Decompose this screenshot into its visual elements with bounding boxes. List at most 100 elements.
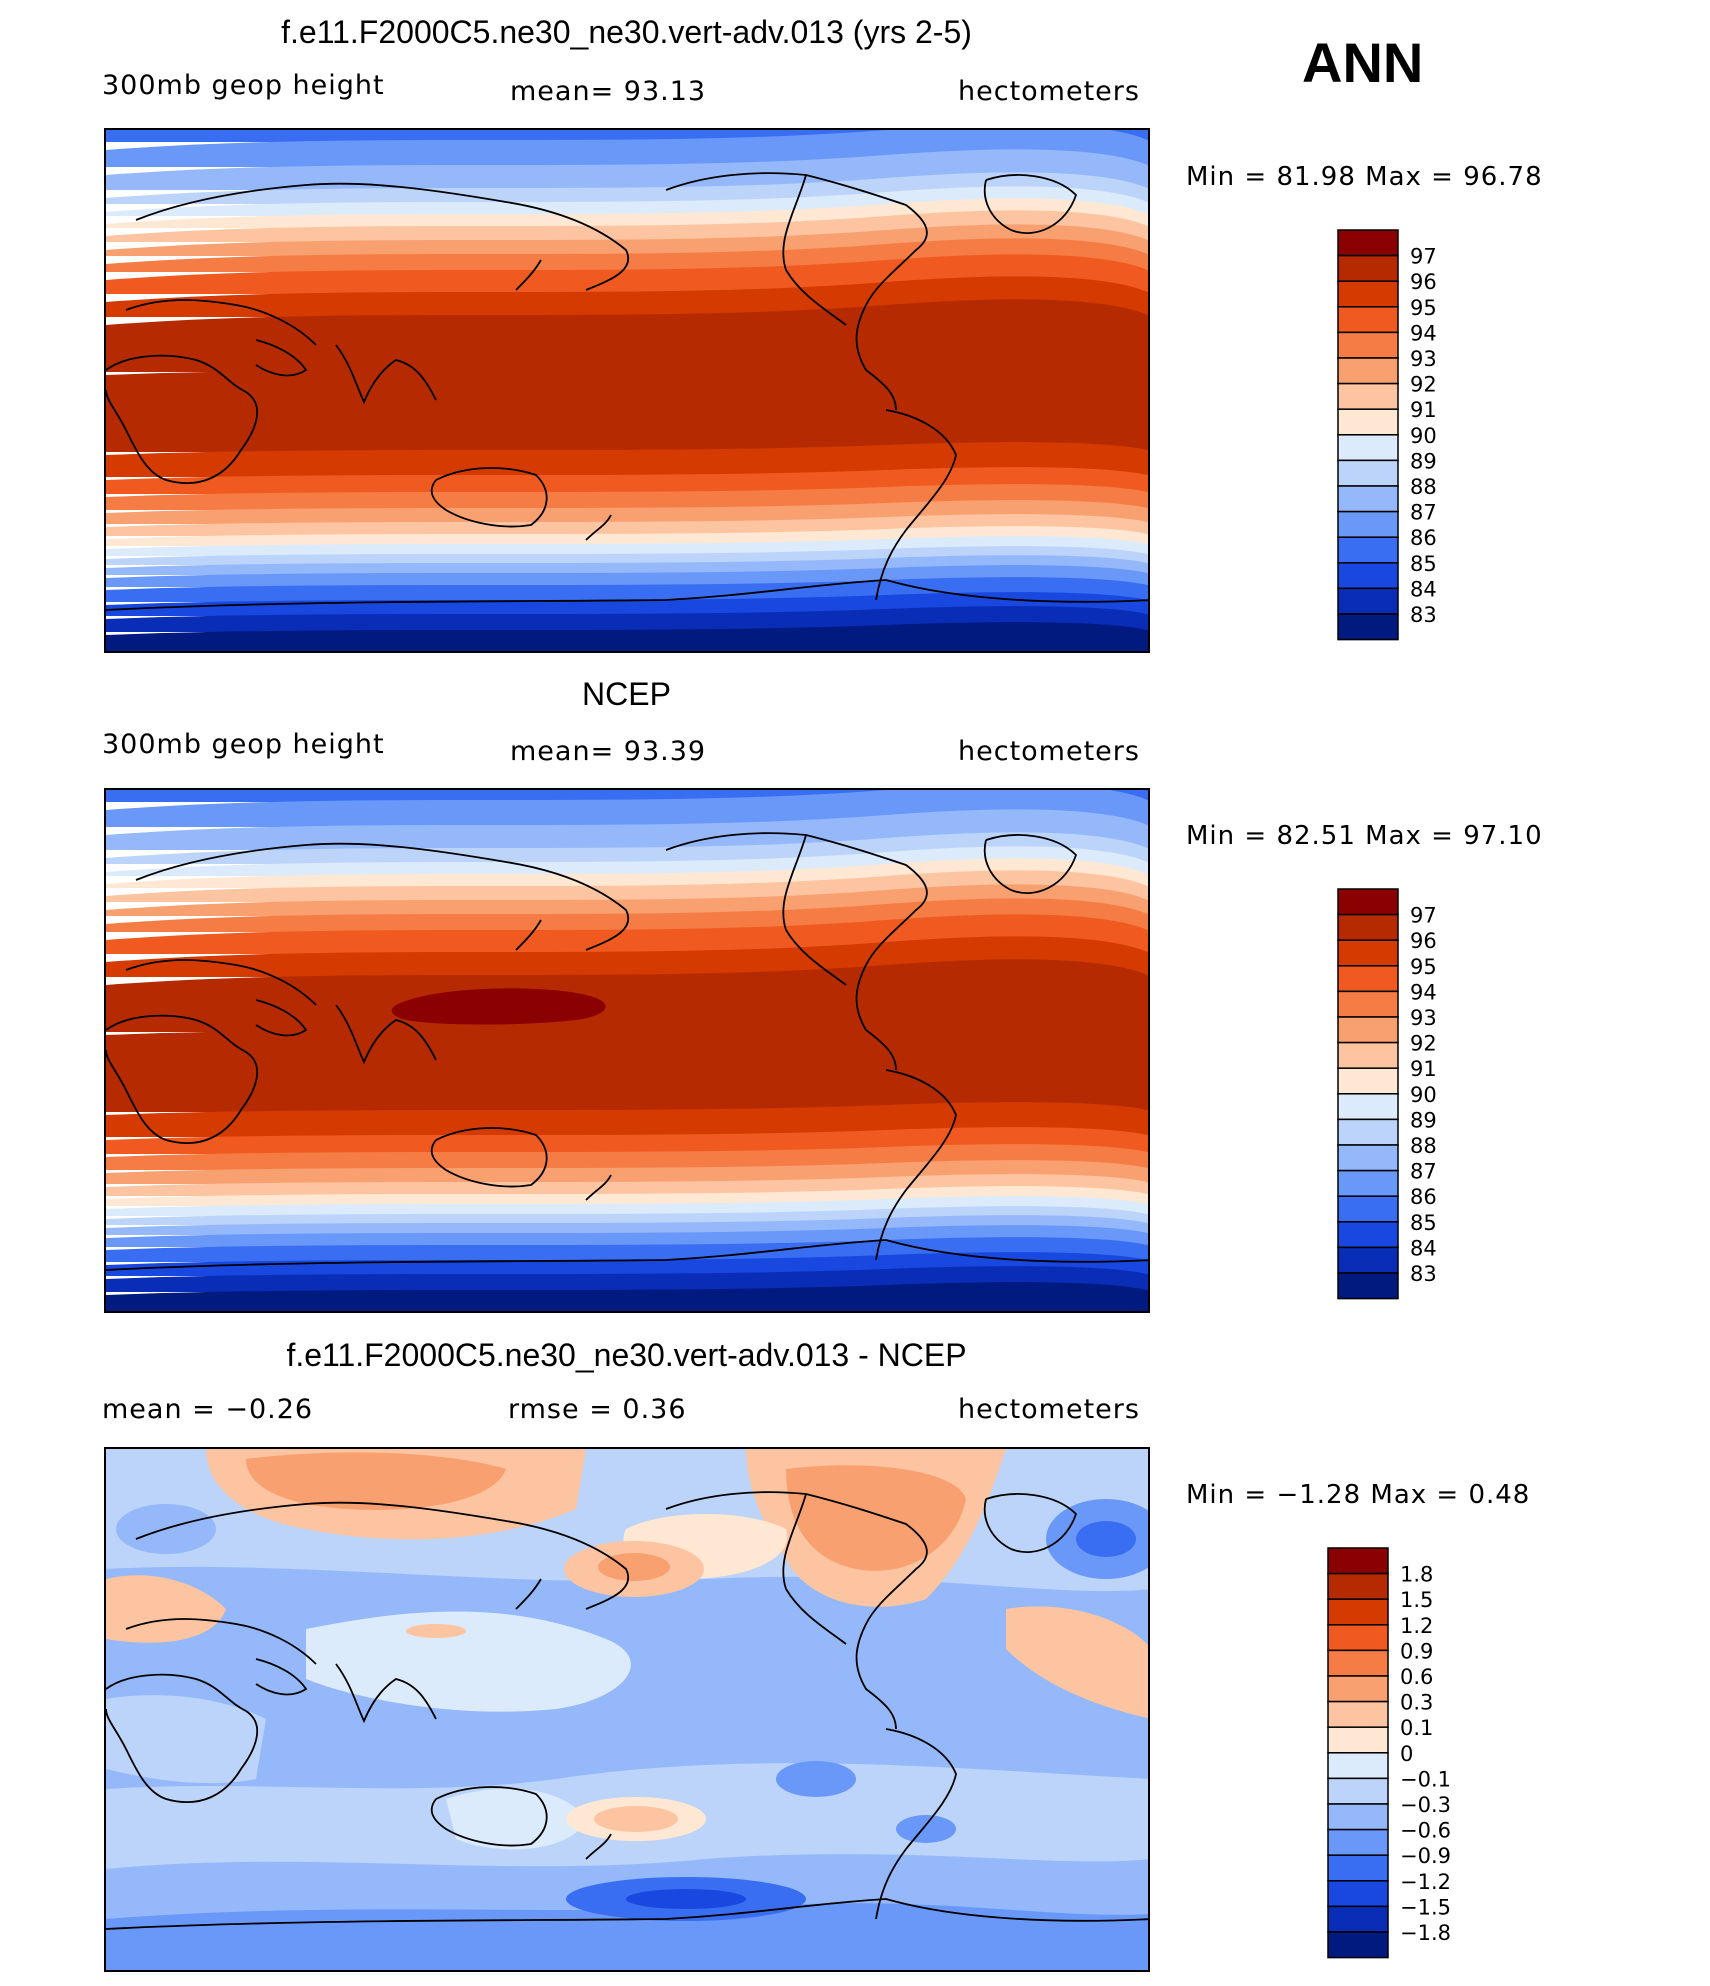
colorbar-difference: 1.8 1.5 1.2 0.9 0.6 0.3 0.1 0 −0.1 −0.3 −0.6 −0.9 −1… [1326, 1547, 1496, 1966]
colorbar-label: 0.1 [1400, 1716, 1433, 1740]
colorbar-swatch [1327, 1726, 1389, 1754]
colorbar-label: 1.8 [1400, 1563, 1433, 1587]
colorbar-swatch [1327, 1700, 1389, 1728]
colorbar-swatch [1327, 1572, 1389, 1600]
colorbar-label: 87 [1410, 501, 1437, 525]
map-difference [104, 1447, 1150, 1972]
colorbar-label: 83 [1410, 1262, 1437, 1286]
panel-minmax-label: Min = 82.51 Max = 97.10 [1186, 821, 1543, 851]
colorbar-swatch [1337, 613, 1399, 641]
colorbar-swatch [1337, 1041, 1399, 1069]
colorbar-label: 91 [1410, 1057, 1437, 1081]
colorbar-swatch [1337, 1195, 1399, 1223]
colorbar-swatch [1327, 1931, 1389, 1959]
contour-difference [106, 1449, 1148, 1970]
colorbar-swatch [1327, 1803, 1389, 1831]
colorbar-label: 97 [1410, 245, 1437, 269]
colorbar-label: 94 [1410, 980, 1437, 1004]
colorbar-swatch [1337, 939, 1399, 967]
colorbar-label: 0.9 [1400, 1639, 1433, 1663]
colorbar-swatch [1327, 1598, 1389, 1626]
colorbar-label: −1.8 [1400, 1921, 1451, 1945]
panel-rmse-label: rmse = 0.36 [508, 1394, 687, 1425]
colorbar-swatch [1337, 1067, 1399, 1095]
colorbar-label: 89 [1410, 449, 1437, 473]
colorbar-swatch [1337, 408, 1399, 436]
colorbar-label: −0.1 [1400, 1767, 1451, 1791]
colorbar-swatch [1327, 1905, 1389, 1933]
colorbar-swatch [1327, 1624, 1389, 1652]
colorbar-label: 88 [1410, 475, 1437, 499]
colorbar-swatch [1337, 536, 1399, 564]
colorbar-swatch [1337, 990, 1399, 1018]
colorbar-label: 96 [1410, 929, 1437, 953]
panel-minmax-label: Min = −1.28 Max = 0.48 [1186, 1480, 1531, 1510]
colorbar-swatch [1337, 1016, 1399, 1044]
colorbar-model: 97 96 95 94 93 92 91 90 89 88 87 86 85 84 83 [1336, 229, 1496, 648]
colorbar-label: 90 [1410, 424, 1437, 448]
panel-mean-label: mean= 93.39 [510, 736, 707, 767]
panel-units-label: hectometers [958, 1394, 1140, 1425]
panel-mean-label: mean= 93.13 [510, 76, 707, 107]
colorbar-label: −0.6 [1400, 1819, 1451, 1843]
colorbar-swatch [1327, 1854, 1389, 1882]
colorbar-swatch [1337, 1093, 1399, 1121]
colorbar-swatch [1337, 888, 1399, 916]
map-ncep [104, 788, 1150, 1313]
colorbar-label: 93 [1410, 1006, 1437, 1030]
colorbar-swatch [1327, 1547, 1389, 1575]
colorbar-label: −0.3 [1400, 1793, 1451, 1817]
colorbar-label: 0.3 [1400, 1691, 1433, 1715]
colorbar-swatch [1337, 562, 1399, 590]
colorbar-swatch [1337, 485, 1399, 513]
panel-variable-label: 300mb geop height [102, 729, 385, 760]
colorbar-label: 95 [1410, 296, 1437, 320]
colorbar-label: 90 [1410, 1083, 1437, 1107]
colorbar-swatch [1337, 1272, 1399, 1300]
colorbar-swatch [1337, 306, 1399, 334]
colorbar-label: 0 [1400, 1742, 1413, 1766]
colorbar-label: −1.2 [1400, 1870, 1451, 1894]
colorbar-swatch [1337, 965, 1399, 993]
contour-field [106, 130, 1148, 651]
colorbar-ncep: 97 96 95 94 93 92 91 90 89 88 87 86 85 84 83 [1336, 888, 1496, 1307]
colorbar-swatch [1337, 280, 1399, 308]
colorbar-swatch [1327, 1777, 1389, 1805]
colorbar-swatch [1337, 913, 1399, 941]
colorbar-swatch [1337, 459, 1399, 487]
colorbar-swatch [1337, 1118, 1399, 1146]
colorbar-swatch [1327, 1675, 1389, 1703]
colorbar-label: 93 [1410, 347, 1437, 371]
colorbar-label: 84 [1410, 1236, 1437, 1260]
colorbar-label: 91 [1410, 398, 1437, 422]
colorbar-label: 1.5 [1400, 1588, 1433, 1612]
panel-title: f.e11.F2000C5.ne30_ne30.vert-adv.013 (yr… [281, 14, 972, 50]
colorbar-label: −1.5 [1400, 1895, 1451, 1919]
colorbar-label: 85 [1410, 552, 1437, 576]
colorbar-swatch [1337, 382, 1399, 410]
colorbar-swatch [1327, 1752, 1389, 1780]
colorbar-label: 89 [1410, 1108, 1437, 1132]
panel-units-label: hectometers [958, 76, 1140, 107]
colorbar-label: 88 [1410, 1134, 1437, 1158]
colorbar-label: 83 [1410, 603, 1437, 627]
colorbar-label: 87 [1410, 1160, 1437, 1184]
colorbar-label: 97 [1410, 904, 1437, 928]
panel-minmax-label: Min = 81.98 Max = 96.78 [1186, 162, 1543, 192]
map-model [104, 128, 1150, 653]
colorbar-label: 84 [1410, 577, 1437, 601]
contour-field [106, 790, 1148, 1311]
colorbar-label: 94 [1410, 321, 1437, 345]
colorbar-label: 85 [1410, 1211, 1437, 1235]
colorbar-swatch [1337, 1221, 1399, 1249]
colorbar-swatch [1327, 1828, 1389, 1856]
colorbar-label: 95 [1410, 955, 1437, 979]
colorbar-swatch [1327, 1880, 1389, 1908]
colorbar-swatch [1337, 1144, 1399, 1172]
season-label: ANN [1302, 31, 1424, 94]
colorbar-label: −0.9 [1400, 1844, 1451, 1868]
panel-units-label: hectometers [958, 736, 1140, 767]
colorbar-label: 0.6 [1400, 1665, 1433, 1689]
colorbar-swatch [1337, 229, 1399, 257]
colorbar-swatch [1337, 587, 1399, 615]
